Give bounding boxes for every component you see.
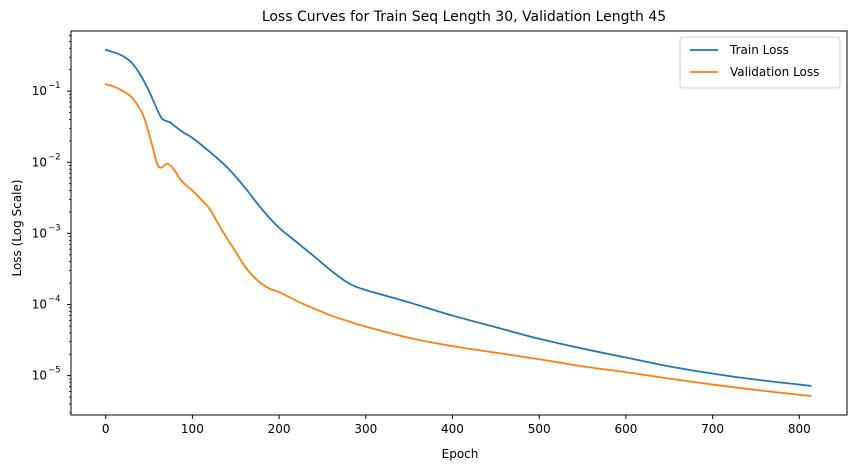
y-tick-exponent: −4 [48, 295, 61, 305]
x-tick-label: 0 [102, 422, 110, 436]
series-line-0 [104, 48, 812, 387]
y-tick-label: 10 [32, 298, 47, 312]
plot-area: 0 100 200 300 400 500 600 700 800 10−510−410−310… [32, 30, 848, 436]
x-tick-label: 700 [701, 422, 724, 436]
y-tick-exponent: −1 [48, 81, 61, 91]
y-tick-label: 10 [32, 84, 47, 98]
y-tick-exponent: −5 [48, 366, 61, 376]
x-tick-label: 800 [788, 422, 811, 436]
x-axis-label: Epoch [442, 447, 479, 461]
x-tick-label: 300 [354, 422, 377, 436]
x-axis-ticks: 0 100 200 300 400 500 600 700 800 [102, 415, 811, 436]
x-tick-label: 500 [528, 422, 551, 436]
y-tick-exponent: −2 [48, 152, 61, 162]
x-tick-label: 600 [614, 422, 637, 436]
legend-label-train: Train Loss [729, 43, 789, 57]
y-tick-exponent: −3 [48, 223, 61, 233]
series-line-1 [104, 83, 812, 397]
chart-title: Loss Curves for Train Seq Length 30, Val… [262, 9, 666, 25]
legend: Train Loss Validation Loss [679, 36, 841, 89]
legend-box [679, 36, 841, 89]
y-axis-ticks: 10−510−410−310−210−1 [32, 35, 71, 414]
x-tick-label: 200 [268, 422, 291, 436]
legend-label-validation: Validation Loss [730, 65, 819, 79]
x-tick-label: 100 [181, 422, 204, 436]
y-axis-label: Loss (Log Scale) [10, 179, 24, 276]
plot-frame [70, 30, 848, 416]
y-tick-label: 10 [32, 155, 47, 169]
series-layer [104, 48, 812, 397]
y-tick-label: 10 [32, 226, 47, 240]
y-tick-label: 10 [32, 369, 47, 383]
x-tick-label: 400 [441, 422, 464, 436]
